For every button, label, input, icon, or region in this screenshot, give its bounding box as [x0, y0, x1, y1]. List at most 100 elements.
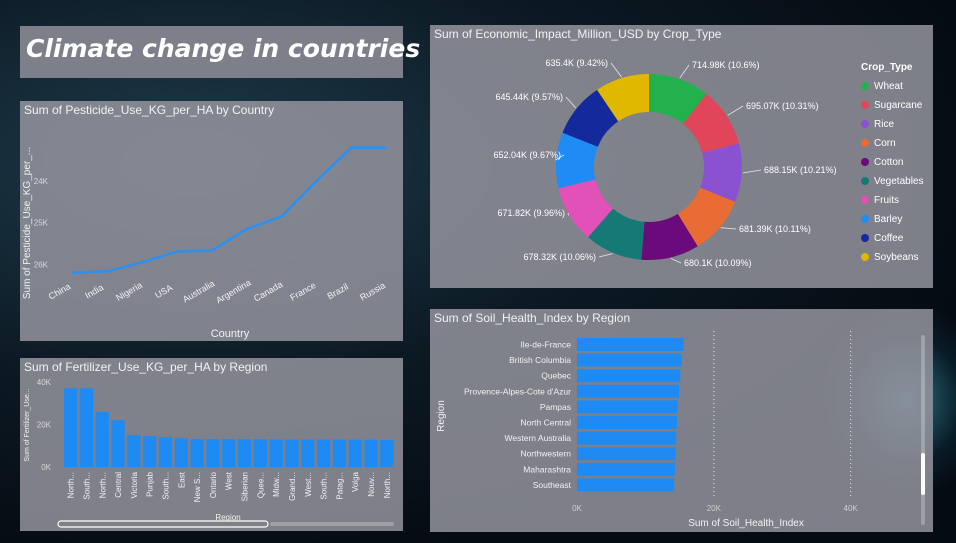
x-tick-label: Argentina — [214, 277, 252, 305]
y-axis-label: Sum of Pesticide_Use_KG_per_... — [22, 147, 33, 299]
slice-data-label: 681.39K (10.11%) — [739, 224, 811, 234]
fertilizer-bar — [348, 439, 362, 467]
line-point — [71, 271, 75, 274]
line-point — [245, 227, 249, 231]
x-tick-label: France — [288, 280, 317, 303]
y-axis-label: Sum of Fertilizer_Use... — [24, 388, 31, 461]
slice-data-label: 714.98K (10.6%) — [692, 60, 760, 70]
x-tick-label: North... — [383, 472, 392, 498]
fertilizer-bar — [222, 438, 236, 467]
vertical-scrollbar-track — [921, 335, 925, 525]
donut-slice-soybeans — [597, 74, 649, 122]
x-tick-label: Grand... — [288, 472, 297, 501]
fertilizer-bar-chart: 40K 20K 0K Sum of Fertilizer_Use... North...… — [24, 378, 394, 528]
legend-label: Wheat — [874, 81, 903, 92]
x-tick-label: Punjab — [146, 471, 155, 496]
soil-health-bar-chart: 0K 20K 40K Ile-de-France British Columbia Que… — [436, 331, 925, 529]
line-point — [350, 146, 353, 149]
x-tick-label: South... — [320, 472, 329, 500]
horizontal-scrollbar-thumb — [57, 520, 269, 528]
legend-item-coffee[interactable]: Coffee — [861, 233, 903, 244]
x-tick-label: West — [225, 471, 234, 490]
slice-data-label: 680.1K (10.09%) — [684, 258, 752, 268]
fertilizer-bar — [285, 439, 299, 467]
donut-slice-fruits — [558, 179, 613, 238]
x-tick-label: India — [83, 282, 105, 300]
x-tick-label: South... — [82, 472, 91, 500]
pesticide-chart-title: Sum of Pesticide_Use_KG_per_HA by Countr… — [24, 103, 275, 117]
x-tick-label: East — [177, 471, 186, 488]
horizontal-scrollbar-track — [270, 522, 394, 526]
y-tick-label: 40K — [37, 378, 52, 387]
pesticide-chart-panel[interactable]: Sum of Pesticide_Use_KG_per_HA by Countr… — [20, 101, 403, 341]
legend-item-vegetables[interactable]: Vegetables — [861, 176, 924, 187]
slice-data-label: 671.82K (9.96%) — [497, 208, 565, 218]
fertilizer-bar — [158, 437, 173, 467]
legend-swatch — [861, 139, 869, 147]
slice-leader-line — [670, 258, 682, 264]
x-axis-label: Country — [211, 328, 250, 340]
x-tick-label: Russia — [358, 280, 387, 302]
legend-item-soybeans[interactable]: Soybeans — [861, 252, 918, 263]
legend-item-fruits[interactable]: Fruits — [861, 195, 899, 206]
soil-health-chart-panel[interactable]: Sum of Soil_Health_Index by Region 0K 20K… — [430, 309, 933, 532]
line-point — [176, 250, 179, 253]
slice-leader-line — [679, 64, 690, 79]
legend-item-sugarcane[interactable]: Sugarcane — [861, 100, 922, 111]
soil-health-bar — [577, 353, 682, 367]
donut-slice-barley — [556, 132, 598, 189]
y-tick-label: British Columbia — [509, 355, 571, 365]
y-tick-label: Southeast — [533, 480, 572, 490]
legend-item-barley[interactable]: Barley — [861, 214, 902, 225]
legend-item-cotton[interactable]: Cotton — [861, 157, 903, 168]
x-tick-label: Ontario — [209, 471, 218, 498]
slice-data-label: 645.44K (9.57%) — [495, 92, 563, 102]
legend-label: Cotton — [874, 157, 904, 168]
slice-data-label: 695.07K (10.31%) — [746, 101, 819, 111]
legend-item-rice[interactable]: Rice — [861, 119, 894, 130]
legend-item-wheat[interactable]: Wheat — [861, 81, 903, 92]
legend-swatch — [861, 196, 869, 204]
legend-label: Soybeans — [874, 252, 919, 263]
fertilizer-chart-panel[interactable]: Sum of Fertilizer_Use_KG_per_HA by Regio… — [20, 358, 403, 531]
legend-label: Fruits — [874, 195, 899, 206]
y-tick-label: Quebec — [541, 371, 572, 381]
donut-slice-vegetables — [588, 208, 645, 260]
fertilizer-bar — [253, 439, 267, 467]
slice-leader-line — [555, 154, 565, 161]
y-tick-label: Northwestern — [520, 449, 571, 459]
y-tick-label: Provence-Alpes-Cote d'Azur — [464, 386, 571, 396]
economic-impact-donut-chart: 714.98K (10.6%) 695.07K (10.31%) 688.15K (… — [493, 58, 836, 268]
y-tick-label: Maharashtra — [523, 464, 571, 474]
x-tick-label: Canada — [252, 279, 284, 303]
line-point — [384, 146, 388, 149]
y-tick-label: 24K — [34, 177, 49, 186]
x-tick-label: West... — [304, 472, 313, 497]
x-tick-label: Volga — [351, 471, 360, 492]
slice-data-label: 678.32K (10.06%) — [523, 252, 596, 262]
slice-leader-line — [598, 253, 613, 258]
economic-impact-chart-panel[interactable]: Sum of Economic_Impact_Million_USD by Cr… — [430, 25, 933, 288]
x-tick-label: Brazil — [325, 281, 349, 301]
soil-health-bar — [577, 400, 678, 414]
fertilizer-bar — [206, 438, 220, 467]
legend-swatch — [861, 82, 869, 90]
slice-leader-line — [565, 96, 577, 109]
fertilizer-bar — [364, 439, 378, 467]
y-tick-label: 20K — [37, 421, 52, 430]
x-tick-label: Australia — [181, 278, 216, 304]
fertilizer-bar — [174, 438, 188, 467]
fertilizer-bar — [380, 439, 394, 467]
y-tick-label: 0K — [41, 463, 51, 472]
x-tick-label: Nigeria — [114, 280, 144, 303]
fertilizer-bar — [332, 439, 347, 467]
slice-leader-line — [610, 62, 622, 78]
slice-leader-line — [567, 212, 569, 216]
line-point — [106, 270, 109, 273]
x-tick-label: North... — [67, 472, 76, 498]
legend-swatch — [861, 215, 869, 223]
x-tick-label: Patag... — [335, 472, 344, 500]
line-point — [141, 261, 144, 264]
legend-item-corn[interactable]: Corn — [861, 138, 896, 149]
fertilizer-chart-title: Sum of Fertilizer_Use_KG_per_HA by Regio… — [24, 360, 268, 374]
